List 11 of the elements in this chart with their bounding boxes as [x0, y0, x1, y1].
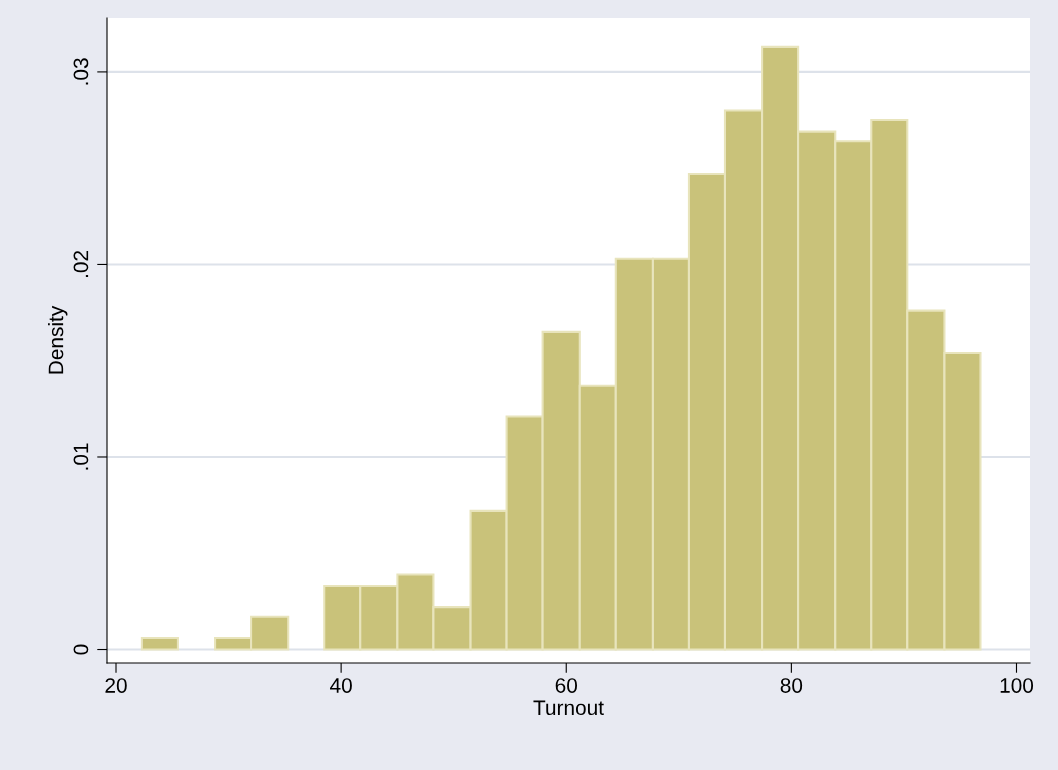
x-tick-label: 40 [330, 678, 352, 693]
x-axis-title: Turnout [533, 700, 604, 716]
x-tick-label: 20 [105, 678, 127, 693]
y-tick-label: 0 [73, 644, 89, 655]
x-tick-label: 100 [1000, 678, 1034, 693]
y-axis-title: Density [48, 305, 68, 374]
x-tick-label: 80 [780, 678, 803, 693]
y-tick-label: .02 [73, 251, 89, 278]
y-tick-label: .03 [73, 58, 89, 85]
y-tick-label: .01 [73, 443, 89, 470]
x-tick-label: 60 [555, 678, 578, 693]
